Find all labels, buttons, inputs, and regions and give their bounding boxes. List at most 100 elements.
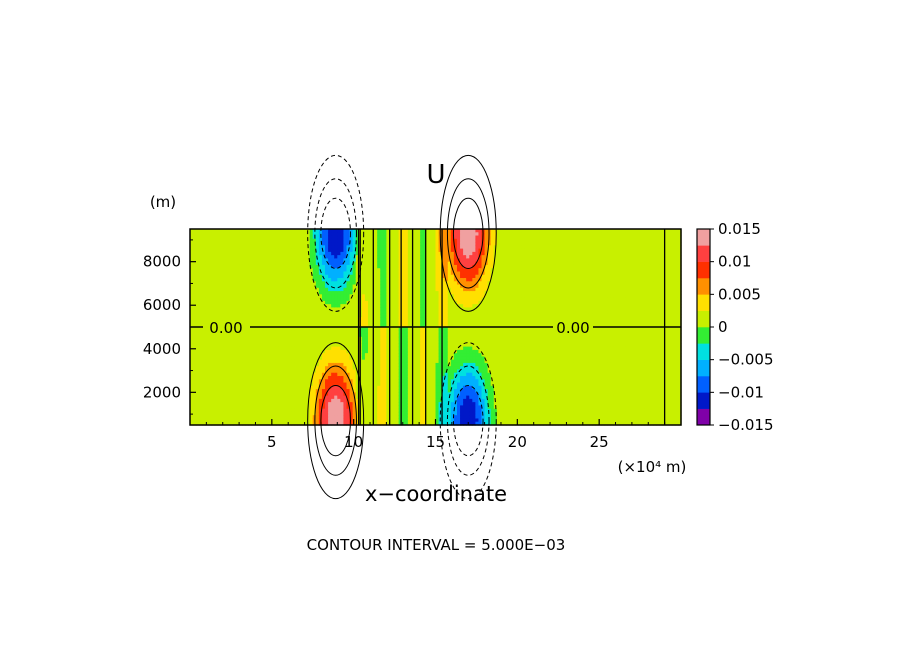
heatmap-cell <box>300 336 305 341</box>
heatmap-cell <box>309 320 314 325</box>
heatmap-cell <box>196 320 200 325</box>
heatmap-cell <box>352 287 357 292</box>
heatmap-cell <box>328 346 332 351</box>
heatmap-cell <box>202 372 206 377</box>
heatmap-cell <box>190 340 194 344</box>
heatmap-cell <box>346 340 351 344</box>
heatmap-cell <box>389 356 394 361</box>
heatmap-cell <box>386 317 391 322</box>
heatmap-cell <box>245 255 249 259</box>
heatmap-cell <box>315 327 320 331</box>
heatmap-cell <box>374 304 378 308</box>
heatmap-cell <box>232 235 237 240</box>
heatmap-cell <box>343 242 348 246</box>
heatmap-cell <box>211 297 216 302</box>
heatmap-cell <box>242 340 246 344</box>
heatmap-cell <box>395 340 400 344</box>
heatmap-cell <box>226 284 231 289</box>
heatmap-cell <box>309 349 314 354</box>
heatmap-cell <box>214 379 219 384</box>
heatmap-cell <box>202 356 206 361</box>
heatmap-cell <box>229 300 234 305</box>
heatmap-cell <box>392 392 397 397</box>
heatmap-cell <box>389 271 394 276</box>
heatmap-cell <box>285 310 289 315</box>
heatmap-cell <box>321 287 326 292</box>
heatmap-cell <box>392 274 397 279</box>
heatmap-cell <box>263 385 268 390</box>
heatmap-cell <box>269 304 274 308</box>
heatmap-cell <box>239 258 243 263</box>
heatmap-cell <box>294 264 299 269</box>
heatmap-cell <box>190 382 194 387</box>
heatmap-cell <box>321 248 326 253</box>
heatmap-cell <box>257 379 262 384</box>
heatmap-cell <box>325 313 329 318</box>
heatmap-cell <box>343 343 348 348</box>
heatmap-cell <box>349 418 354 423</box>
heatmap-cell <box>242 389 246 393</box>
heatmap-cell <box>386 405 391 410</box>
heatmap-cell <box>389 232 394 237</box>
heatmap-cell <box>272 294 277 299</box>
heatmap-cell <box>401 261 406 266</box>
heatmap-cell <box>202 229 206 233</box>
heatmap-cell <box>331 366 335 371</box>
heatmap-cell <box>321 382 326 387</box>
heatmap-cell <box>343 382 348 387</box>
heatmap-cell <box>193 392 197 397</box>
heatmap-cell <box>208 372 213 377</box>
heatmap-cell <box>321 379 326 384</box>
heatmap-cell <box>321 366 326 371</box>
heatmap-cell <box>251 385 256 390</box>
heatmap-cell <box>355 258 360 263</box>
heatmap-cell <box>395 382 400 387</box>
heatmap-cell <box>263 313 268 318</box>
heatmap-cell <box>386 336 391 341</box>
heatmap-cell <box>217 238 222 243</box>
heatmap-cell <box>331 242 335 246</box>
heatmap-cell <box>349 251 354 256</box>
heatmap-cell <box>226 255 231 259</box>
heatmap-cell <box>282 310 286 315</box>
heatmap-cell <box>318 320 323 325</box>
heatmap-cell <box>380 415 384 420</box>
heatmap-cell <box>223 392 228 397</box>
heatmap-cell <box>325 343 329 348</box>
heatmap-cell <box>223 366 228 371</box>
heatmap-cell <box>245 376 249 380</box>
heatmap-cell <box>395 395 400 400</box>
heatmap-cell <box>312 402 317 406</box>
heatmap-cell <box>294 405 299 410</box>
heatmap-cell <box>331 418 335 423</box>
heatmap-cell <box>269 415 274 420</box>
heatmap-cell <box>220 255 225 259</box>
heatmap-cell <box>303 235 308 240</box>
heatmap-cell <box>220 418 225 423</box>
heatmap-cell <box>205 261 210 266</box>
heatmap-cell <box>355 261 360 266</box>
heatmap-cell <box>294 349 299 354</box>
heatmap-cell <box>263 287 268 292</box>
heatmap-cell <box>389 297 394 302</box>
heatmap-cell <box>325 421 329 426</box>
heatmap-cell <box>229 258 234 263</box>
heatmap-cell <box>367 408 372 413</box>
heatmap-cell <box>282 421 286 426</box>
heatmap-cell <box>325 372 329 377</box>
heatmap-cell <box>337 297 341 302</box>
heatmap-cell <box>199 284 203 289</box>
heatmap-cell <box>242 294 246 299</box>
heatmap-cell <box>306 317 311 322</box>
heatmap-cell <box>337 398 341 403</box>
heatmap-cell <box>196 327 200 331</box>
heatmap-cell <box>288 359 292 364</box>
heatmap-cell <box>337 255 341 259</box>
heatmap-cell <box>257 405 262 410</box>
heatmap-cell <box>278 382 283 387</box>
heatmap-cell <box>251 408 256 413</box>
heatmap-cell <box>266 268 271 273</box>
heatmap-cell <box>208 349 213 354</box>
heatmap-cell <box>288 264 292 269</box>
heatmap-cell <box>239 320 243 325</box>
